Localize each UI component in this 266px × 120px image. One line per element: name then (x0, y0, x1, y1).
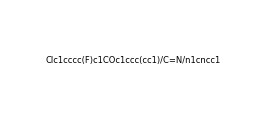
Text: Clc1cccc(F)c1COc1ccc(cc1)/C=N/n1cncc1: Clc1cccc(F)c1COc1ccc(cc1)/C=N/n1cncc1 (45, 55, 221, 65)
